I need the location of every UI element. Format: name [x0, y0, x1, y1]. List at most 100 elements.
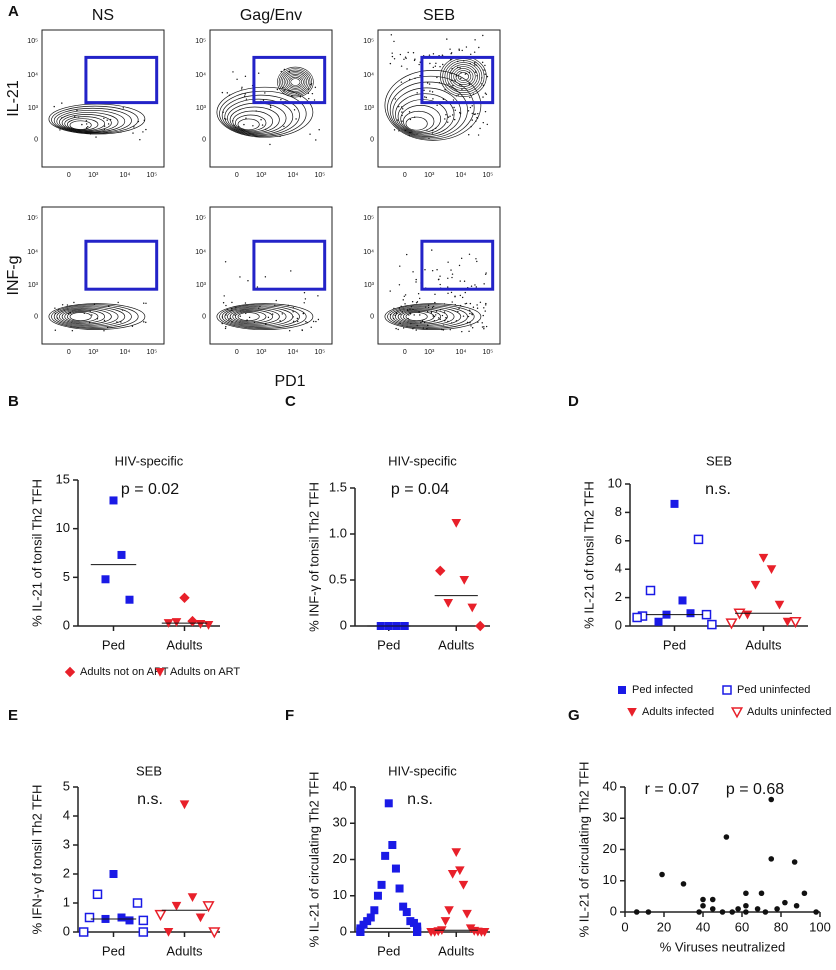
event-dot: [464, 303, 466, 305]
event-dot: [485, 272, 487, 274]
annotation: p = 0.02: [121, 481, 179, 498]
y-tick-label: 10⁴: [363, 249, 374, 256]
marker: [458, 880, 469, 890]
legend-label: Adults uninfected: [747, 706, 831, 718]
event-dot: [483, 283, 485, 285]
plot-frame: [377, 29, 501, 168]
marker: [109, 870, 118, 878]
event-dot: [311, 92, 314, 95]
event-dot: [486, 123, 488, 126]
marker: [722, 685, 732, 695]
marker: [782, 899, 788, 906]
x-axis-label: % Viruses neutralized: [660, 939, 786, 954]
contour: [216, 303, 314, 330]
contour: [442, 58, 485, 95]
x-tick-label: 40: [696, 919, 710, 934]
event-dot: [478, 46, 480, 49]
contour: [61, 308, 112, 325]
event-dot: [429, 62, 431, 65]
contour: [232, 309, 274, 324]
x-tick-label: 10⁴: [456, 349, 467, 356]
y-tick-label: 4: [615, 561, 622, 576]
event-dot: [417, 293, 420, 295]
contour: [392, 306, 462, 327]
contour: [221, 94, 300, 136]
contour: [56, 109, 126, 133]
event-dot: [474, 39, 476, 41]
marker: [768, 856, 775, 862]
y-tick-label: 8: [615, 504, 622, 519]
marker: [384, 799, 393, 808]
event-dot: [443, 311, 446, 313]
event-dot: [397, 328, 399, 331]
event-dot: [85, 127, 88, 129]
y-tick-label: 10⁵: [195, 38, 206, 45]
chart-title: SEB: [706, 453, 732, 468]
chart-title: HIV-specific: [388, 453, 457, 468]
contour: [59, 307, 119, 326]
event-dot: [471, 105, 473, 107]
y-tick-label: 20: [333, 851, 347, 866]
event-dot: [449, 48, 451, 50]
event-dot: [85, 123, 88, 125]
marker: [64, 666, 76, 678]
marker: [125, 916, 134, 925]
x-tick-label: 10⁵: [146, 172, 157, 179]
y-axis-label: % IL-21 of circulating Th2 TFH: [306, 772, 321, 948]
x-tick-label: 20: [657, 919, 671, 934]
marker: [735, 906, 741, 912]
event-dot: [476, 307, 479, 309]
event-dot: [103, 125, 106, 127]
y-tick-label: 1.0: [329, 525, 347, 540]
event-dot: [424, 96, 426, 98]
event-dot: [66, 304, 69, 306]
event-dot: [145, 128, 147, 131]
legend-label: Adults infected: [642, 706, 714, 718]
event-dot: [395, 327, 397, 330]
y-tick-label: 10: [603, 872, 617, 887]
event-dot: [426, 310, 429, 313]
event-dot: [232, 71, 234, 73]
contour: [237, 118, 260, 131]
event-dot: [459, 67, 461, 69]
marker: [707, 619, 717, 630]
event-dot: [434, 65, 437, 67]
marker: [132, 898, 143, 908]
event-dot: [143, 321, 145, 323]
event-dot: [452, 99, 455, 101]
event-dot: [401, 120, 403, 122]
contour: [48, 303, 146, 330]
marker: [774, 906, 780, 912]
contour: [64, 309, 106, 324]
y-tick-label: 10³: [196, 105, 207, 112]
plot-frame: [209, 206, 333, 345]
event-dot: [449, 115, 451, 117]
event-dot: [71, 330, 74, 332]
x-tick-label: 10⁵: [314, 172, 325, 179]
y-tick-label: 5: [63, 778, 70, 793]
event-dot: [103, 117, 105, 120]
marker: [78, 927, 89, 937]
event-dot: [442, 63, 444, 66]
event-dot: [117, 301, 119, 304]
event-dot: [245, 117, 247, 119]
event-dot: [432, 53, 435, 55]
event-dot: [436, 76, 438, 79]
gate: [252, 239, 327, 291]
event-dot: [403, 295, 406, 297]
contour: [387, 75, 475, 140]
x-tick-label: 10⁵: [482, 349, 493, 356]
contour: [66, 118, 99, 131]
event-dot: [269, 143, 271, 146]
event-dot: [482, 96, 484, 98]
event-dot: [469, 106, 472, 109]
marker: [791, 859, 798, 865]
event-dot: [403, 58, 405, 61]
contour: [384, 69, 482, 141]
event-dot: [458, 264, 461, 267]
marker: [402, 908, 411, 917]
plot-frame: [41, 206, 165, 345]
event-dot: [470, 325, 472, 327]
event-dot: [451, 276, 453, 279]
event-dot: [221, 322, 223, 325]
